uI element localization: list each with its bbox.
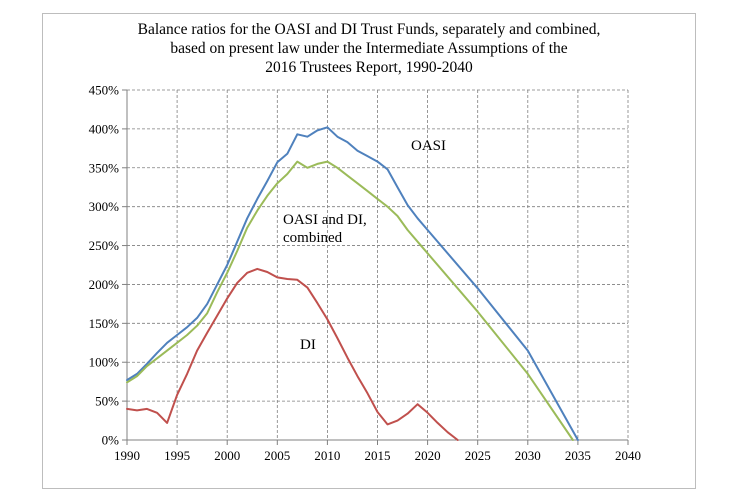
x-tick-label-1990: 1990 (114, 448, 140, 463)
y-tick-label-450: 450% (89, 83, 120, 98)
y-tick-label-200: 200% (89, 277, 120, 292)
annotation-oasi: OASI (411, 138, 446, 154)
series-line-oasi (126, 126, 579, 441)
x-tick-label-2005: 2005 (264, 448, 290, 463)
x-tick-label-2030: 2030 (515, 448, 541, 463)
chart-title: Balance ratios for the OASI and DI Trust… (42, 20, 696, 77)
x-tick-label-2000: 2000 (214, 448, 240, 463)
title-line-1: Balance ratios for the OASI and DI Trust… (137, 21, 601, 38)
y-tick-label-100: 100% (89, 355, 120, 370)
series-line-di (126, 267, 459, 441)
series-line-oasi-and-di-combined (126, 160, 574, 441)
annotation-combined-line1: OASI and DI, (283, 212, 367, 228)
y-tick-label-350: 350% (89, 160, 120, 175)
y-tick-label-150: 150% (89, 316, 120, 331)
x-tick-label-2040: 2040 (615, 448, 641, 463)
y-tick-label-250: 250% (89, 238, 120, 253)
y-tick-label-50: 50% (95, 394, 119, 409)
title-line-2: based on present law under the Intermedi… (170, 40, 568, 57)
y-tick-label-400: 400% (89, 121, 120, 136)
x-tick-label-2020: 2020 (415, 448, 441, 463)
title-line-3: 2016 Trustees Report, 1990-2040 (265, 59, 473, 76)
x-tick-label-2035: 2035 (565, 448, 591, 463)
x-tick-label-2015: 2015 (365, 448, 391, 463)
annotation-combined-line2: combined (283, 230, 343, 246)
y-tick-label-300: 300% (89, 199, 120, 214)
x-tick-label-2025: 2025 (465, 448, 491, 463)
annotation-di: DI (300, 337, 316, 353)
x-tick-label-2010: 2010 (314, 448, 340, 463)
x-tick-label-1995: 1995 (164, 448, 190, 463)
y-tick-label-0: 0% (102, 433, 120, 448)
